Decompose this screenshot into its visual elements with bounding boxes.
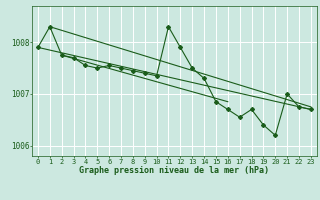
X-axis label: Graphe pression niveau de la mer (hPa): Graphe pression niveau de la mer (hPa): [79, 166, 269, 175]
